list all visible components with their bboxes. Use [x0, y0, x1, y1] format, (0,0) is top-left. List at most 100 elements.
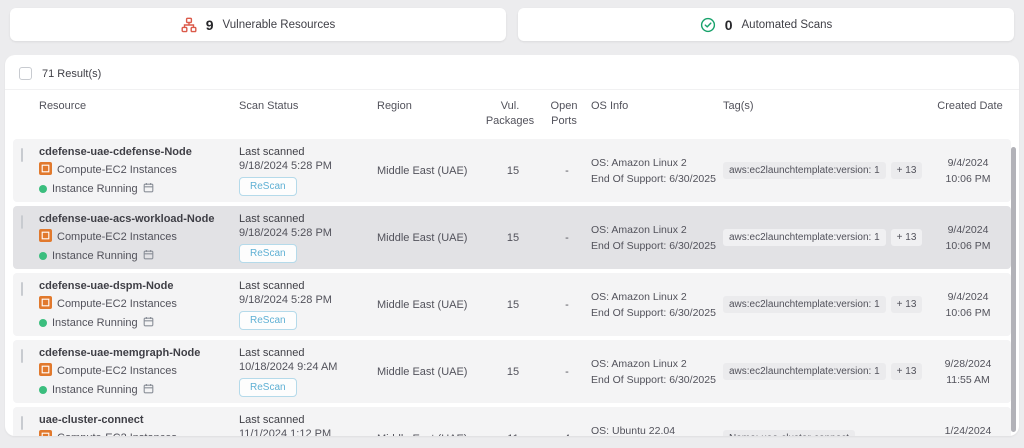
scan-status-label: Last scanned [239, 346, 305, 359]
resource-type-line: Compute-EC2 Instances [39, 362, 231, 379]
select-all-checkbox[interactable] [19, 67, 32, 80]
row-checkbox[interactable] [21, 214, 23, 229]
running-status-icon [39, 184, 47, 193]
created-time: 10:06 PM [945, 239, 991, 252]
resource-status-label: Instance Running [52, 383, 138, 396]
table-row[interactable]: cdefense-uae-dspm-Node Compute-EC2 Insta… [13, 272, 1011, 336]
network-icon [181, 17, 197, 33]
header-spacer [13, 99, 39, 129]
check-circle-icon [700, 17, 716, 33]
created-date: 9/4/2024 [947, 290, 989, 303]
eos-value: End Of Support: 6/30/2025 [591, 172, 716, 185]
os-info-cell: OS: Amazon Linux 2 End Of Support: 6/30/… [591, 358, 723, 386]
tag-badge: aws:ec2launchtemplate:version: 1 [723, 363, 886, 381]
scan-button[interactable]: ReScan [239, 243, 297, 263]
column-header-scan-status[interactable]: Scan Status [239, 100, 299, 112]
row-checkbox[interactable] [21, 281, 23, 296]
resource-status-line: Instance Running [39, 249, 231, 263]
vulnerable-resources-card[interactable]: 9 Vulnerable Resources [10, 8, 506, 41]
resource-type-label: Compute-EC2 Instances [57, 163, 177, 176]
automated-scans-count: 0 [724, 16, 733, 33]
scan-button[interactable]: ReScan [239, 310, 297, 330]
row-checkbox[interactable] [21, 415, 23, 430]
scan-time: 9/18/2024 5:28 PM [239, 293, 332, 306]
created-date-cell: 9/28/2024 11:55 AM [935, 358, 1011, 386]
resource-status-label: Instance Running [52, 249, 138, 262]
created-date: 1/24/2024 [944, 424, 992, 436]
region-value: Middle East (UAE) [377, 298, 468, 311]
calendar-icon[interactable] [143, 249, 154, 263]
created-date-cell: 9/4/2024 10:06 PM [935, 291, 1011, 319]
resource-name: uae-cluster-connect [39, 413, 144, 426]
scan-status-cell: Last scanned 11/1/2024 1:12 PM ReScan [239, 414, 377, 436]
resource-status-label: Instance Running [52, 182, 138, 195]
tag-badge: + 13 [890, 363, 923, 381]
scan-status-cell: Last scanned 10/18/2024 9:24 AM ReScan [239, 347, 377, 397]
column-header-vul-packages[interactable]: Vul. Packages [485, 100, 535, 127]
scan-time: 9/18/2024 5:28 PM [239, 226, 332, 239]
resources-table-card: 71 Result(s) Resource Scan Status Region… [5, 55, 1019, 436]
column-header-created-date[interactable]: Created Date [937, 100, 1003, 112]
column-header-open-ports[interactable]: Open Ports [550, 100, 578, 127]
open-ports-value: - [565, 298, 569, 311]
table-row[interactable]: uae-cluster-connect Compute-EC2 Instance… [13, 406, 1011, 436]
table-row[interactable]: cdefense-uae-cdefense-Node Compute-EC2 I… [13, 138, 1011, 202]
resource-type-line: Compute-EC2 Instances [39, 429, 231, 436]
region-value: Middle East (UAE) [377, 433, 483, 436]
scan-button[interactable]: ReScan [239, 377, 297, 397]
created-date-cell: 9/4/2024 10:06 PM [935, 157, 1011, 185]
calendar-icon[interactable] [143, 383, 154, 397]
open-ports-value: - [565, 365, 569, 378]
tag-badge: aws:ec2launchtemplate:version: 1 [723, 162, 886, 180]
row-checkbox-cell [13, 414, 39, 430]
scan-status-cell: Last scanned 9/18/2024 5:28 PM ReScan [239, 280, 377, 330]
scan-status-cell: Last scanned 9/18/2024 5:28 PM ReScan [239, 213, 377, 263]
calendar-icon[interactable] [143, 182, 154, 196]
tags-cell: aws:ec2launchtemplate:version: 1 + 13 [723, 162, 935, 180]
row-checkbox[interactable] [21, 348, 23, 363]
created-time: 10:06 PM [945, 306, 991, 319]
resource-type-label: Compute-EC2 Instances [57, 230, 177, 243]
column-header-region[interactable]: Region [377, 100, 412, 112]
os-value: OS: Amazon Linux 2 [591, 357, 687, 370]
row-checkbox-cell [13, 347, 39, 363]
tags-cell: aws:ec2launchtemplate:version: 1 + 13 [723, 296, 935, 314]
results-count: 71 Result(s) [42, 67, 102, 80]
resource-name: cdefense-uae-dspm-Node [39, 279, 174, 292]
vul-packages-value: 15 [506, 298, 520, 311]
created-date: 9/4/2024 [947, 156, 989, 169]
column-header-os-info[interactable]: OS Info [591, 100, 629, 112]
column-header-resource[interactable]: Resource [39, 100, 87, 112]
running-status-icon [39, 318, 47, 327]
os-info-cell: OS: Amazon Linux 2 End Of Support: 6/30/… [591, 224, 723, 252]
os-info-cell: OS: Amazon Linux 2 End Of Support: 6/30/… [591, 157, 723, 185]
table-row[interactable]: cdefense-uae-acs-workload-Node Compute-E… [13, 205, 1011, 269]
region-value: Middle East (UAE) [377, 164, 468, 177]
tags-cell: aws:ec2launchtemplate:version: 1 + 13 [723, 229, 935, 247]
created-date: 9/28/2024 [944, 357, 992, 370]
row-checkbox[interactable] [21, 147, 23, 162]
os-value: OS: Amazon Linux 2 [591, 290, 687, 303]
automated-scans-card[interactable]: 0 Automated Scans [518, 8, 1014, 41]
column-header-tags[interactable]: Tag(s) [723, 100, 754, 112]
os-value: OS: Ubuntu 22.04 [591, 424, 676, 436]
table-row[interactable]: cdefense-uae-memgraph-Node Compute-EC2 I… [13, 339, 1011, 403]
created-time: 11:55 AM [946, 373, 990, 386]
created-date-cell: 9/4/2024 10:06 PM [935, 224, 1011, 252]
scan-time: 11/1/2024 1:12 PM [239, 427, 332, 436]
resource-status-line: Instance Running [39, 182, 231, 196]
vul-packages-value: 15 [506, 365, 520, 378]
tags-cell: aws:ec2launchtemplate:version: 1 + 13 [723, 363, 935, 381]
vul-packages-value: 15 [506, 231, 520, 244]
tag-badge: aws:ec2launchtemplate:version: 1 [723, 229, 886, 247]
summary-cards-row: 9 Vulnerable Resources 0 Automated Scans [10, 8, 1014, 41]
scan-button[interactable]: ReScan [239, 176, 297, 196]
scan-status-cell: Last scanned 9/18/2024 5:28 PM ReScan [239, 146, 377, 196]
region-value: Middle East (UAE) [377, 365, 468, 378]
calendar-icon[interactable] [143, 316, 154, 330]
os-value: OS: Amazon Linux 2 [591, 156, 687, 169]
vertical-scrollbar-thumb[interactable] [1011, 147, 1016, 432]
ec2-icon [39, 161, 52, 178]
resource-status-line: Instance Running [39, 316, 231, 330]
region-value: Middle East (UAE) [377, 231, 468, 244]
